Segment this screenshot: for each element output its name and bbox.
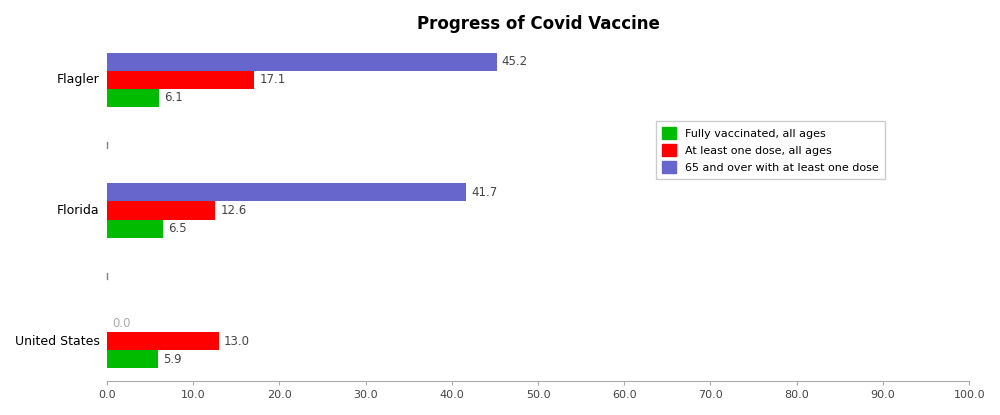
Text: 45.2: 45.2 (502, 55, 528, 68)
Text: 41.7: 41.7 (472, 186, 498, 199)
Text: 0.0: 0.0 (112, 317, 130, 330)
Bar (107, 71, 254, 89)
Text: 13.0: 13.0 (224, 334, 250, 348)
Bar (107, 89, 159, 107)
Bar (107, 202, 215, 220)
Bar (107, 53, 497, 71)
Text: 6.1: 6.1 (165, 91, 183, 105)
Text: 5.9: 5.9 (163, 353, 181, 366)
Text: 17.1: 17.1 (259, 73, 286, 86)
Bar (107, 220, 163, 238)
Bar (107, 332, 219, 350)
Title: Progress of Covid Vaccine: Progress of Covid Vaccine (417, 15, 659, 33)
Bar (107, 350, 158, 368)
Legend: Fully vaccinated, all ages, At least one dose, all ages, 65 and over with at lea: Fully vaccinated, all ages, At least one… (656, 121, 885, 179)
Text: 6.5: 6.5 (168, 222, 187, 235)
Bar (107, 183, 466, 202)
Text: 12.6: 12.6 (221, 204, 247, 217)
